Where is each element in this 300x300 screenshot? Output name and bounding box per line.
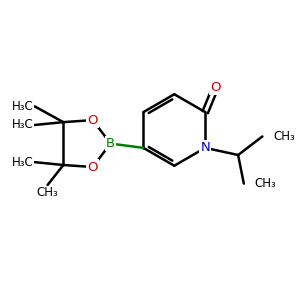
Text: B: B — [106, 137, 115, 150]
Text: H₃C: H₃C — [11, 100, 33, 113]
Text: H₃C: H₃C — [11, 118, 33, 131]
Text: N: N — [200, 141, 210, 154]
Text: O: O — [88, 114, 98, 127]
Text: H₃C: H₃C — [11, 156, 33, 169]
Text: CH₃: CH₃ — [255, 177, 276, 190]
Text: O: O — [88, 160, 98, 173]
Text: O: O — [210, 81, 220, 94]
Text: CH₃: CH₃ — [273, 130, 295, 143]
Text: CH₃: CH₃ — [37, 186, 58, 200]
